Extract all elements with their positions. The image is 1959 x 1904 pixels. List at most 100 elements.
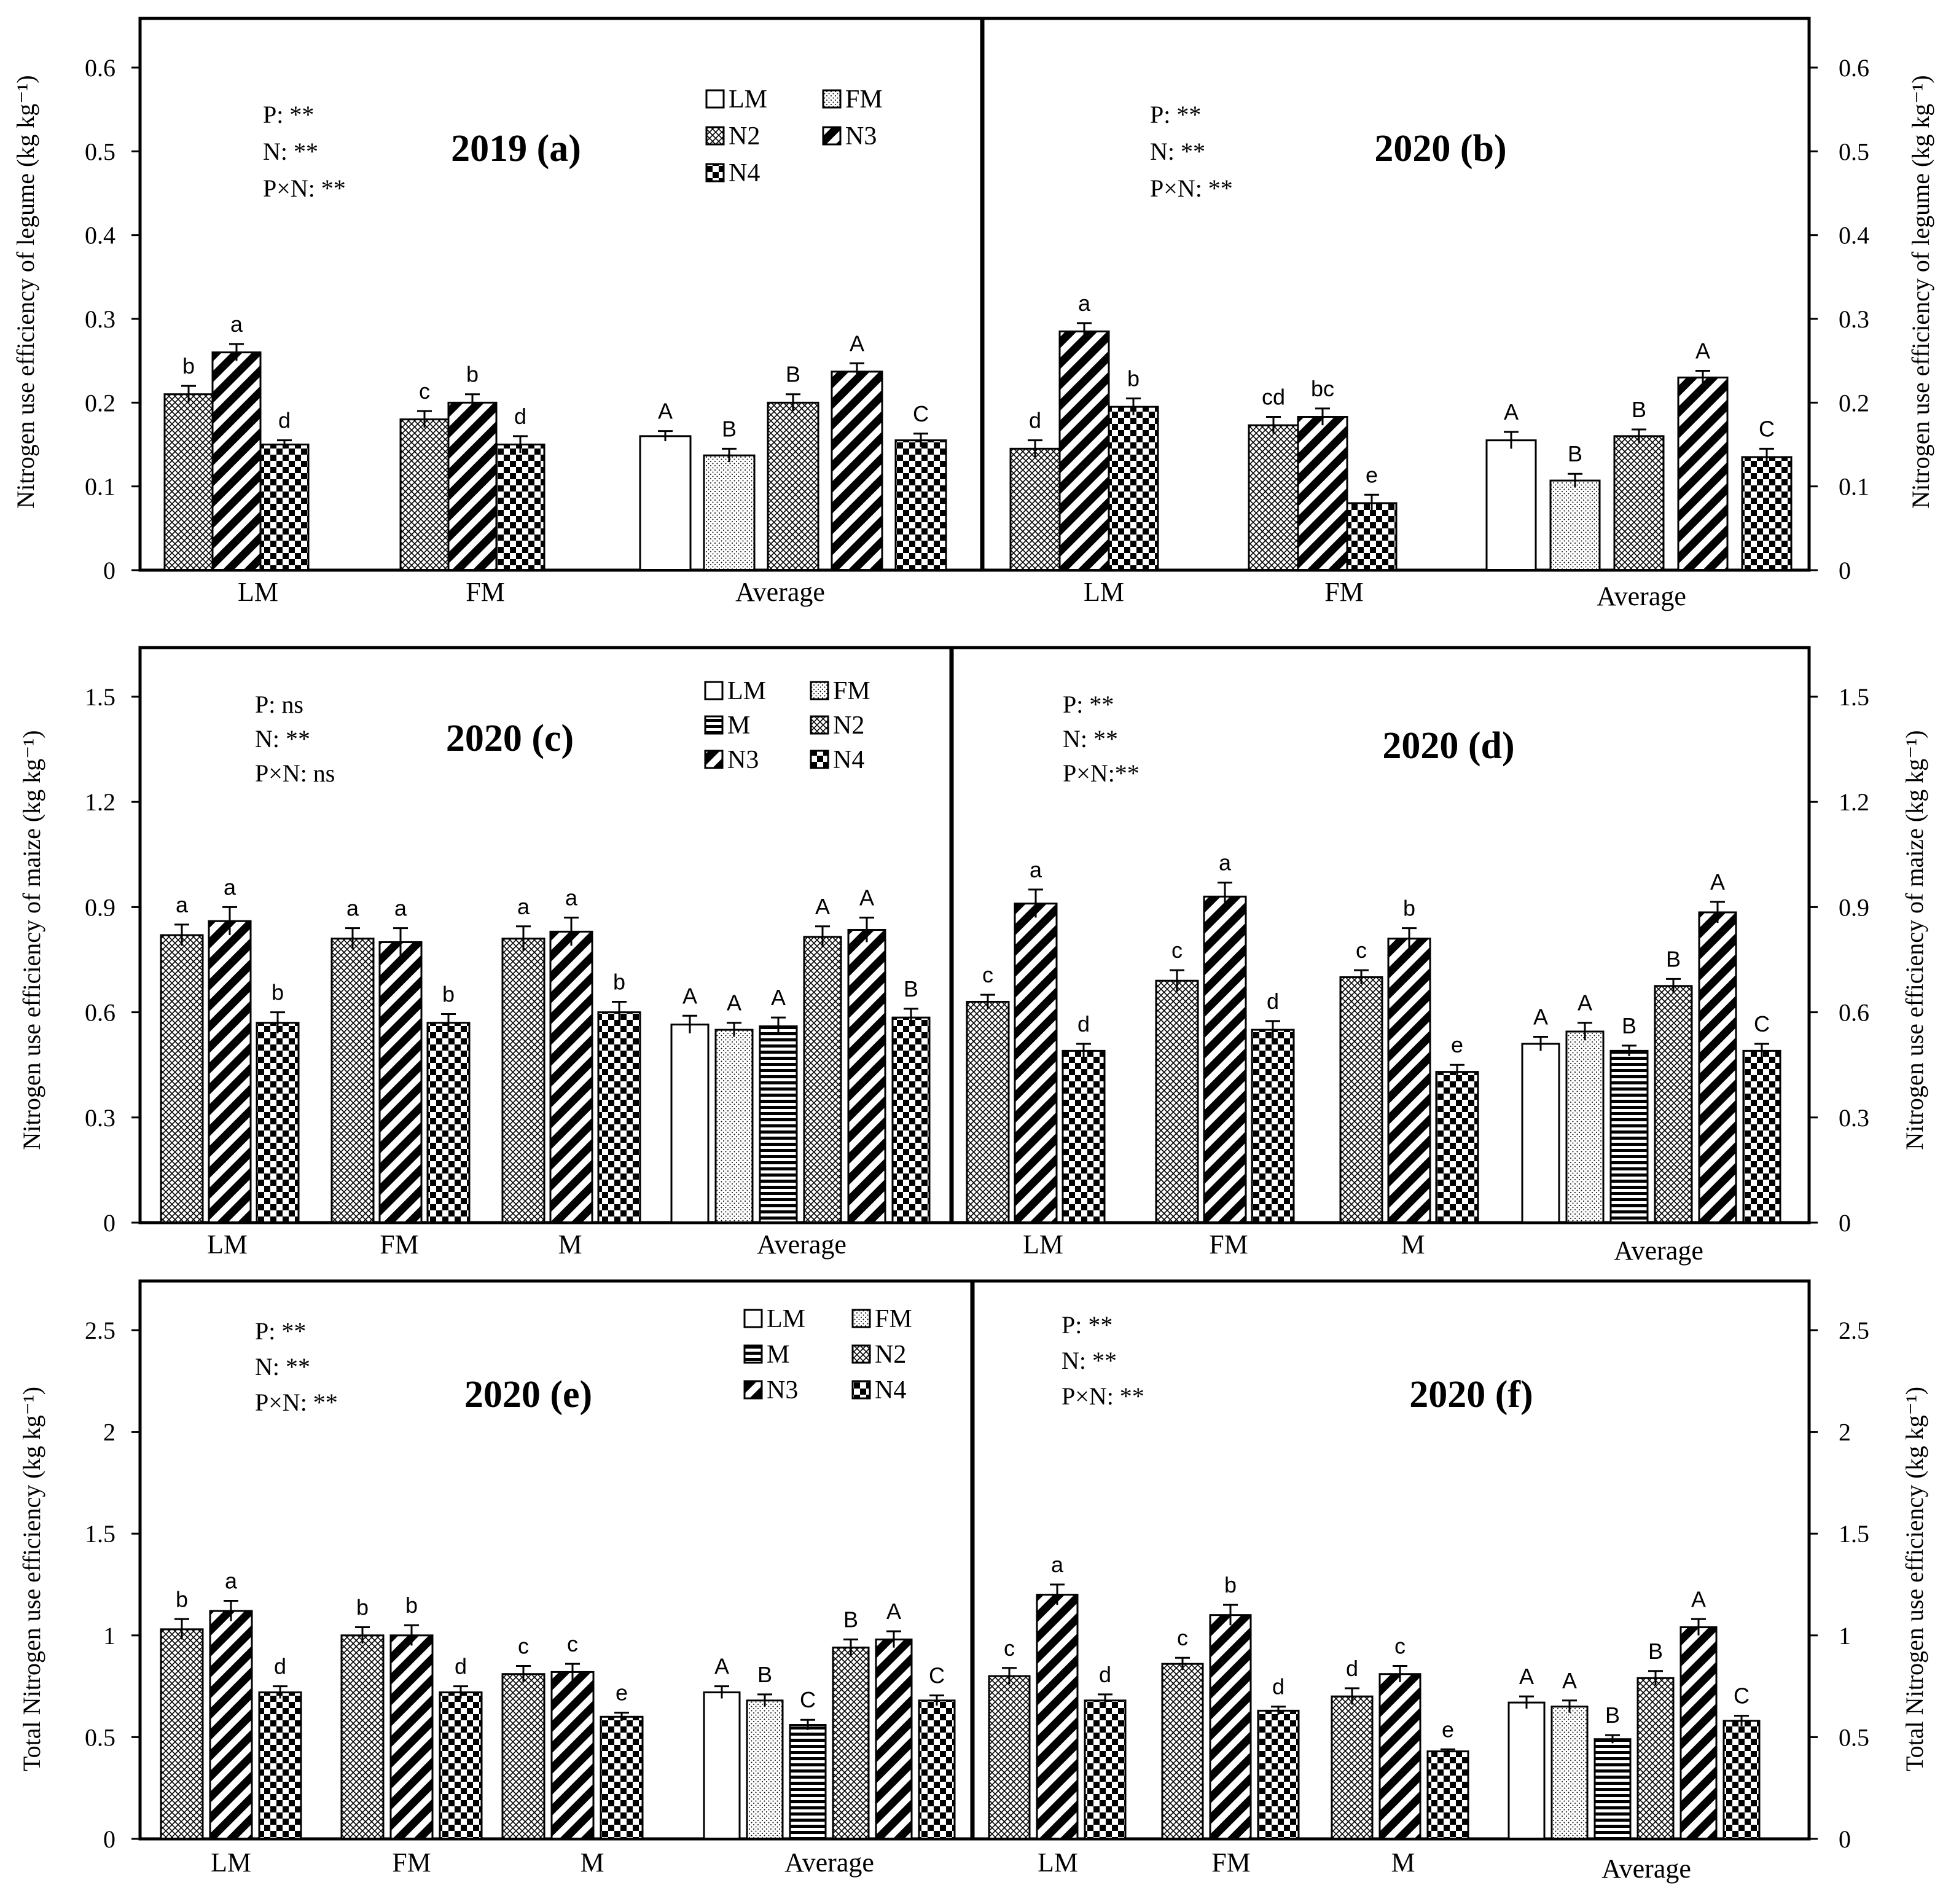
bar-Average-FM (1550, 1706, 1589, 1840)
bar-LM-N2 (160, 1628, 204, 1840)
significance-letter: c (567, 1631, 578, 1656)
anova-stat: N: ** (263, 138, 318, 165)
y-axis-title-row2-left: Nitrogen use efficiency of maize (kg kg⁻… (18, 730, 45, 1150)
y-tick-label: 1.5 (1839, 1520, 1869, 1548)
y-tick-label: 1 (1839, 1622, 1851, 1650)
significance-letter: a (1219, 850, 1232, 875)
significance-letter: A (1578, 990, 1592, 1016)
significance-letter: d (1272, 1674, 1284, 1699)
panel-a: 0 0.1 0.2 0.3 0.4 0.5 0.6 2019 (a) P: ** N: ** P×N… (85, 17, 983, 607)
significance-letter: d (514, 404, 526, 429)
y-tick-label: 0.4 (85, 222, 115, 249)
bar-LM-N3 (209, 1610, 253, 1840)
y-tick-label: 0 (1839, 1209, 1851, 1237)
bar-M-N2 (501, 1673, 545, 1840)
significance-letter: B (1632, 397, 1646, 422)
significance-letter: d (278, 408, 291, 433)
bar-Average-LM (1507, 1701, 1546, 1840)
y-tick-label: 1 (103, 1622, 115, 1650)
legend-label-M: M (727, 711, 750, 740)
y-tick-label: 0.6 (85, 999, 115, 1027)
bar-M-N3 (1387, 938, 1431, 1224)
significance-letter: C (1759, 416, 1775, 441)
legend-label-FM: FM (845, 85, 883, 114)
anova-stat: P×N:** (1063, 759, 1140, 787)
legend-swatch-LM (704, 681, 724, 700)
bar-Average-FM (746, 1699, 784, 1840)
y-tick-label: 1.2 (85, 788, 115, 816)
significance-letter: e (1451, 1032, 1463, 1057)
bar-FM-N4 (426, 1022, 471, 1224)
bar-Average-FM (703, 454, 756, 571)
category-label: LM (238, 577, 278, 607)
significance-letter: B (757, 1662, 772, 1687)
bar-Average-N4 (1722, 1720, 1761, 1840)
y-tick-label: 0.5 (1839, 138, 1869, 165)
bar-LM-N4 (1084, 1699, 1127, 1840)
y-tick-label: 1.5 (85, 683, 115, 711)
y-tick-label: 2.5 (85, 1317, 115, 1344)
category-label: FM (466, 577, 505, 607)
panel-d: 0 0.3 0.6 0.9 1.2 1.5 2020 (d) P: ** N: ** P×N:**… (950, 646, 1869, 1266)
significance-letter: C (800, 1687, 816, 1712)
y-tick-label: 0.6 (85, 54, 115, 82)
significance-letter: B (1605, 1702, 1620, 1728)
y-tick-label: 0.4 (1839, 222, 1869, 249)
bar-Average-N2 (803, 936, 842, 1224)
legend-swatch-LM (743, 1309, 763, 1328)
y-axis-title-row3-right: Total Nitrogen use efficiency (kg kg⁻¹) (1901, 1387, 1928, 1771)
category-label: FM (380, 1229, 419, 1260)
category-label: FM (1324, 577, 1364, 607)
bar-Average-FM (714, 1028, 754, 1224)
bar-Average-LM (639, 435, 692, 571)
legend-swatch-FM (851, 1309, 871, 1328)
significance-letter: d (1267, 989, 1279, 1014)
panel-e: 0 0.5 1 1.5 2 2.5 2020 (e) P: ** N: ** P×N: ** LM F… (85, 1279, 974, 1878)
bar-LM-N4 (258, 1691, 302, 1840)
anova-stat: P×N: ** (255, 1389, 338, 1416)
legend-label-LM: LM (767, 1305, 805, 1333)
significance-letter: A (658, 399, 673, 424)
significance-letter: C (1754, 1011, 1770, 1036)
bar-Average-N2 (1636, 1677, 1675, 1840)
panel-title: 2019 (a) (451, 128, 581, 170)
y-tick-label: 2 (1839, 1419, 1851, 1446)
bar-LM-N3 (211, 351, 262, 571)
y-axis-title-row1-right: Nitrogen use efficiency of legume (kg kg… (1907, 75, 1934, 508)
significance-letter: A (1562, 1668, 1577, 1693)
significance-letter: B (1666, 946, 1681, 971)
significance-letter: a (517, 894, 530, 919)
category-label: Average (1614, 1236, 1703, 1266)
y-axis-title-row1-left: Nitrogen use efficiency of legume (kg kg… (12, 75, 39, 508)
bar-FM-N4 (495, 444, 545, 571)
bar-FM-N4 (1251, 1028, 1295, 1224)
legend-swatch-FM (822, 89, 842, 109)
significance-letter: c (982, 962, 993, 987)
anova-stat: P×N: ** (263, 174, 346, 202)
y-axis-title-row2-right: Nitrogen use efficiency of maize (kg kg⁻… (1901, 730, 1928, 1150)
bar-M-N3 (549, 930, 593, 1224)
y-tick-label: 0.6 (1839, 999, 1869, 1027)
significance-letter: b (466, 362, 479, 387)
anova-stat: N: ** (255, 725, 310, 753)
bar-Average-N4 (1742, 1049, 1781, 1224)
bar-Average-N3 (875, 1638, 913, 1840)
bar-Average-LM (703, 1691, 741, 1840)
category-label: FM (392, 1847, 431, 1878)
bar-Average-N3 (1698, 911, 1737, 1224)
significance-letter: a (224, 874, 237, 899)
significance-letter: d (1029, 408, 1041, 433)
significance-letter: cd (1262, 385, 1285, 410)
y-tick-label: 0.5 (85, 138, 115, 165)
y-tick-label: 0 (1839, 1825, 1851, 1853)
significance-letter: A (815, 894, 830, 919)
significance-letter: a (1030, 857, 1042, 882)
bar-M-N3 (1378, 1673, 1421, 1840)
bar-M-N4 (1426, 1750, 1469, 1840)
legend-swatch-N3 (704, 750, 724, 769)
significance-letter: d (274, 1654, 286, 1679)
bar-Average-LM (1521, 1043, 1560, 1224)
bar-FM-N2 (1248, 424, 1299, 571)
y-tick-label: 0.3 (85, 1104, 115, 1132)
legend-swatch-FM (810, 681, 829, 700)
